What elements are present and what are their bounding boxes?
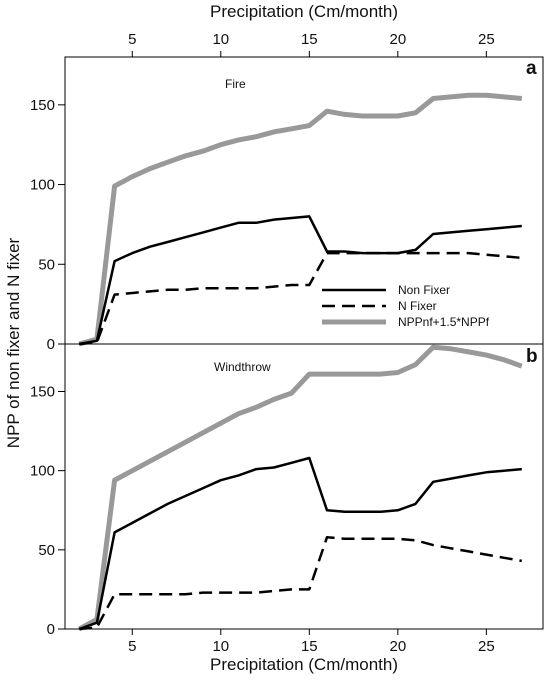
panel-a-y-tick-label: 50: [38, 256, 55, 273]
bottom-x-tick-label: 5: [128, 638, 136, 655]
panel-b-letter: b: [526, 346, 538, 367]
bottom-x-tick-label: 20: [389, 638, 406, 655]
y-axis-title: NPP of non fixer and N fixer: [4, 237, 23, 448]
bottom-x-axis-title: Precipitation (Cm/month): [210, 655, 398, 674]
chart-marks: 0 50 100 150 5 10 15 20 25 0 50 100 150 5 10 15 20 25: [30, 31, 523, 655]
panel-a-series-npp-combined: [78, 92, 523, 347]
legend-label-n-fixer: N Fixer: [398, 299, 437, 313]
bottom-x-tick-label: 25: [478, 638, 495, 655]
top-x-axis-title: Precipitation (Cm/month): [210, 2, 398, 21]
top-x-tick-label: 5: [128, 31, 136, 48]
panel-b-y-tick-label: 0: [47, 621, 55, 638]
legend: Non Fixer N Fixer NPPnf+1.5*NPPf: [322, 283, 490, 329]
panel-b-frame: [64, 343, 544, 630]
top-x-tick-label: 25: [478, 31, 495, 48]
panel-b-y-tick-label: 100: [30, 463, 55, 480]
panel-a-series-n-fixer: [79, 251, 522, 346]
panel-b-series-npp-combined: [78, 344, 523, 632]
panel-a-name: Fire: [225, 77, 246, 91]
top-x-tick-label: 20: [389, 31, 406, 48]
panel-b-series-n-fixer: [79, 535, 523, 631]
panel-a-y-tick-label: 150: [30, 97, 55, 114]
panel-b-name: Windthrow: [214, 360, 271, 374]
panel-a-y-tick-label: 100: [30, 177, 55, 194]
panel-a-y-tick-label: 0: [47, 336, 55, 353]
panel-b-y-tick-label: 50: [38, 542, 55, 559]
bottom-x-tick-label: 10: [212, 638, 229, 655]
top-x-tick-label: 10: [212, 31, 229, 48]
panel-b-y-tick-label: 150: [30, 384, 55, 401]
panel-a-letter: a: [526, 58, 537, 79]
panel-a-series-non-fixer: [78, 215, 522, 346]
legend-label-npp-combined: NPPnf+1.5*NPPf: [398, 315, 490, 329]
panel-a-frame: [64, 56, 544, 345]
bottom-x-tick-label: 15: [301, 638, 318, 655]
legend-label-non-fixer: Non Fixer: [398, 283, 450, 297]
panel-b-series-non-fixer: [78, 456, 522, 631]
top-x-tick-label: 15: [301, 31, 318, 48]
